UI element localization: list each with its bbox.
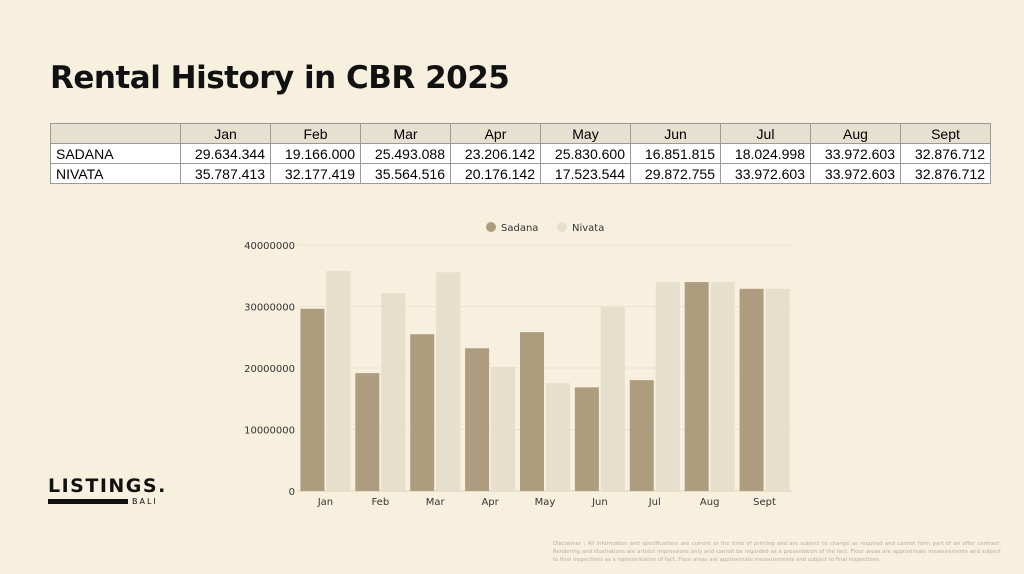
- x-tick-label: Aug: [700, 497, 720, 508]
- rental-table: Jan Feb Mar Apr May Jun Jul Aug Sept SADANA 29.63…: [50, 123, 991, 184]
- disclaimer: Disclaimer : All information and specifi…: [553, 541, 1001, 563]
- logo-sub: BALI: [132, 497, 158, 506]
- y-tick-label: 10000000: [244, 426, 295, 437]
- table-cell: 29.634.344: [180, 143, 271, 164]
- listings-bali-logo: LISTINGS. BALI: [48, 476, 178, 510]
- table-cell: 33.972.603: [810, 163, 901, 184]
- table-cell: 18.024.998: [720, 143, 811, 164]
- table-cell: 32.876.712: [900, 163, 991, 184]
- y-tick-label: 20000000: [244, 364, 295, 375]
- table-cell: 29.872.755: [630, 163, 721, 184]
- column-header: Feb: [270, 123, 361, 144]
- y-tick-label: 40000000: [244, 241, 295, 252]
- bar-nivata: [546, 383, 570, 491]
- table-cell: 33.972.603: [810, 143, 901, 164]
- table-cell: 17.523.544: [540, 163, 631, 184]
- bar-sadana: [739, 288, 764, 491]
- x-tick-label: Apr: [481, 497, 499, 508]
- table-cell: 32.177.419: [270, 163, 361, 184]
- table-cell: 32.876.712: [900, 143, 991, 164]
- bar-nivata: [710, 282, 735, 491]
- x-tick-label: Sept: [753, 497, 776, 508]
- table-cell: 20.176.142: [450, 163, 541, 184]
- bar-nivata: [600, 307, 625, 491]
- bar-nivata: [765, 288, 790, 491]
- column-header: Jun: [630, 123, 721, 144]
- bar-sadana: [629, 380, 654, 491]
- bar-nivata: [491, 366, 516, 491]
- bar-nivata: [326, 270, 351, 491]
- bar-sadana: [300, 308, 325, 491]
- column-header: Mar: [360, 123, 451, 144]
- table-cell: 35.787.413: [180, 163, 271, 184]
- row-label: NIVATA: [50, 163, 181, 184]
- bar-nivata: [381, 293, 406, 491]
- legend-label: Nivata: [572, 223, 604, 234]
- column-header: Sept: [900, 123, 991, 144]
- bar-sadana: [684, 282, 709, 491]
- column-header: Aug: [810, 123, 901, 144]
- bar-nivata: [655, 282, 680, 491]
- legend-swatch: [557, 222, 567, 232]
- bar-sadana: [520, 332, 544, 491]
- y-tick-label: 0: [289, 487, 295, 498]
- column-header: Apr: [450, 123, 541, 144]
- bar-nivata: [436, 272, 461, 491]
- x-tick-label: Jul: [648, 497, 661, 508]
- table-cell: 33.972.603: [720, 163, 811, 184]
- legend-swatch: [486, 222, 496, 232]
- column-header: May: [540, 123, 631, 144]
- bar-sadana: [465, 348, 490, 491]
- x-tick-label: Jun: [591, 497, 608, 508]
- x-tick-label: Mar: [426, 497, 446, 508]
- row-label: SADANA: [50, 143, 181, 164]
- y-tick-label: 30000000: [244, 303, 295, 314]
- x-tick-label: Feb: [371, 497, 389, 508]
- logo-text: LISTINGS.: [48, 475, 167, 497]
- column-header: Jan: [180, 123, 271, 144]
- logo-bar: [48, 499, 128, 504]
- table-cell: 25.493.088: [360, 143, 451, 164]
- table-cell: 25.830.600: [540, 143, 631, 164]
- table-corner: [50, 123, 181, 144]
- bar-sadana: [410, 334, 435, 491]
- table-cell: 35.564.516: [360, 163, 451, 184]
- page-title: Rental History in CBR 2025: [50, 60, 510, 96]
- bar-sadana: [574, 387, 599, 491]
- column-header: Jul: [720, 123, 811, 144]
- table-cell: 19.166.000: [270, 143, 361, 164]
- x-tick-label: May: [535, 497, 556, 508]
- table-cell: 16.851.815: [630, 143, 721, 164]
- bar-sadana: [355, 373, 380, 491]
- table-cell: 23.206.142: [450, 143, 541, 164]
- legend-label: Sadana: [501, 223, 538, 234]
- x-tick-label: Jan: [317, 497, 333, 508]
